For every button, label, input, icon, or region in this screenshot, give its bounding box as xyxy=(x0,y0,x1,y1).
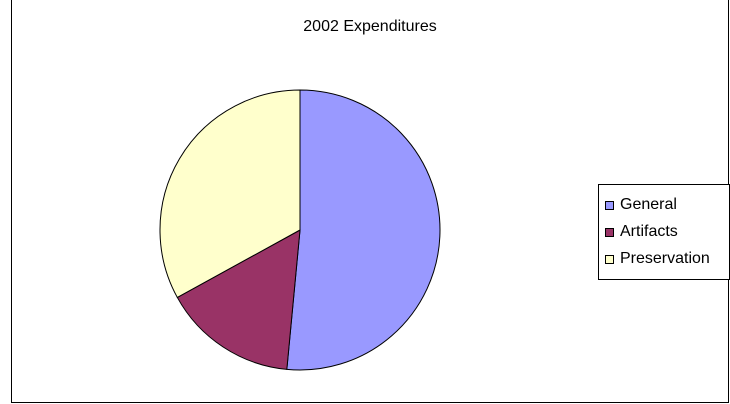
legend-swatch-general xyxy=(605,200,614,210)
legend-item-preservation: Preservation xyxy=(605,248,710,270)
pie-slice-preservation xyxy=(159,89,301,299)
legend-swatch-artifacts xyxy=(605,227,614,237)
pie-slice-general xyxy=(286,89,441,371)
legend-label-artifacts: Artifacts xyxy=(620,223,678,240)
legend-item-general: General xyxy=(605,194,677,216)
legend-label-general: General xyxy=(620,196,677,213)
chart-title: 2002 Expenditures xyxy=(303,18,437,35)
legend-swatch-preservation xyxy=(605,254,614,264)
legend: General Artifacts Preservation xyxy=(598,184,730,280)
legend-item-artifacts: Artifacts xyxy=(605,221,678,243)
pie-slice-artifacts xyxy=(176,229,301,370)
legend-label-preservation: Preservation xyxy=(620,250,710,267)
